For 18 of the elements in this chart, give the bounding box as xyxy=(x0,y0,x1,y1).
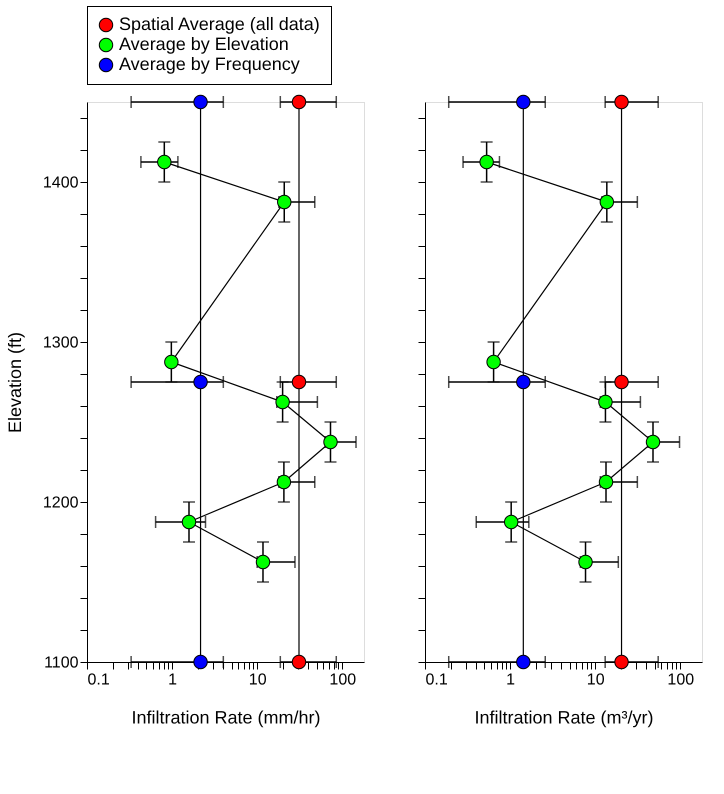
x-axis-title: Infiltration Rate (mm/hr) xyxy=(131,708,321,728)
y-tick-label: 1200 xyxy=(42,494,79,512)
x-tick-label: 100 xyxy=(667,672,694,688)
y-tick-label: 1300 xyxy=(42,334,79,352)
legend-label: Average by Elevation xyxy=(119,34,289,54)
x-tick-label: 10 xyxy=(248,672,267,688)
x-tick-label: 10 xyxy=(586,672,605,688)
x-tick-label: 0.1 xyxy=(88,672,110,688)
x-tick-label: 1 xyxy=(506,672,516,688)
x-tick-label: 1 xyxy=(168,672,178,688)
y-tick-label: 1100 xyxy=(44,654,79,672)
legend-label: Average by Frequency xyxy=(119,54,300,74)
y-tick-label: 1400 xyxy=(42,174,79,192)
legend-label: Spatial Average (all data) xyxy=(119,14,320,34)
x-axis-title: Infiltration Rate (m³/yr) xyxy=(474,708,654,728)
y-axis-title: Elevation (ft) xyxy=(4,332,25,434)
x-tick-label: 100 xyxy=(329,672,356,688)
x-tick-label: 0.1 xyxy=(426,672,448,688)
